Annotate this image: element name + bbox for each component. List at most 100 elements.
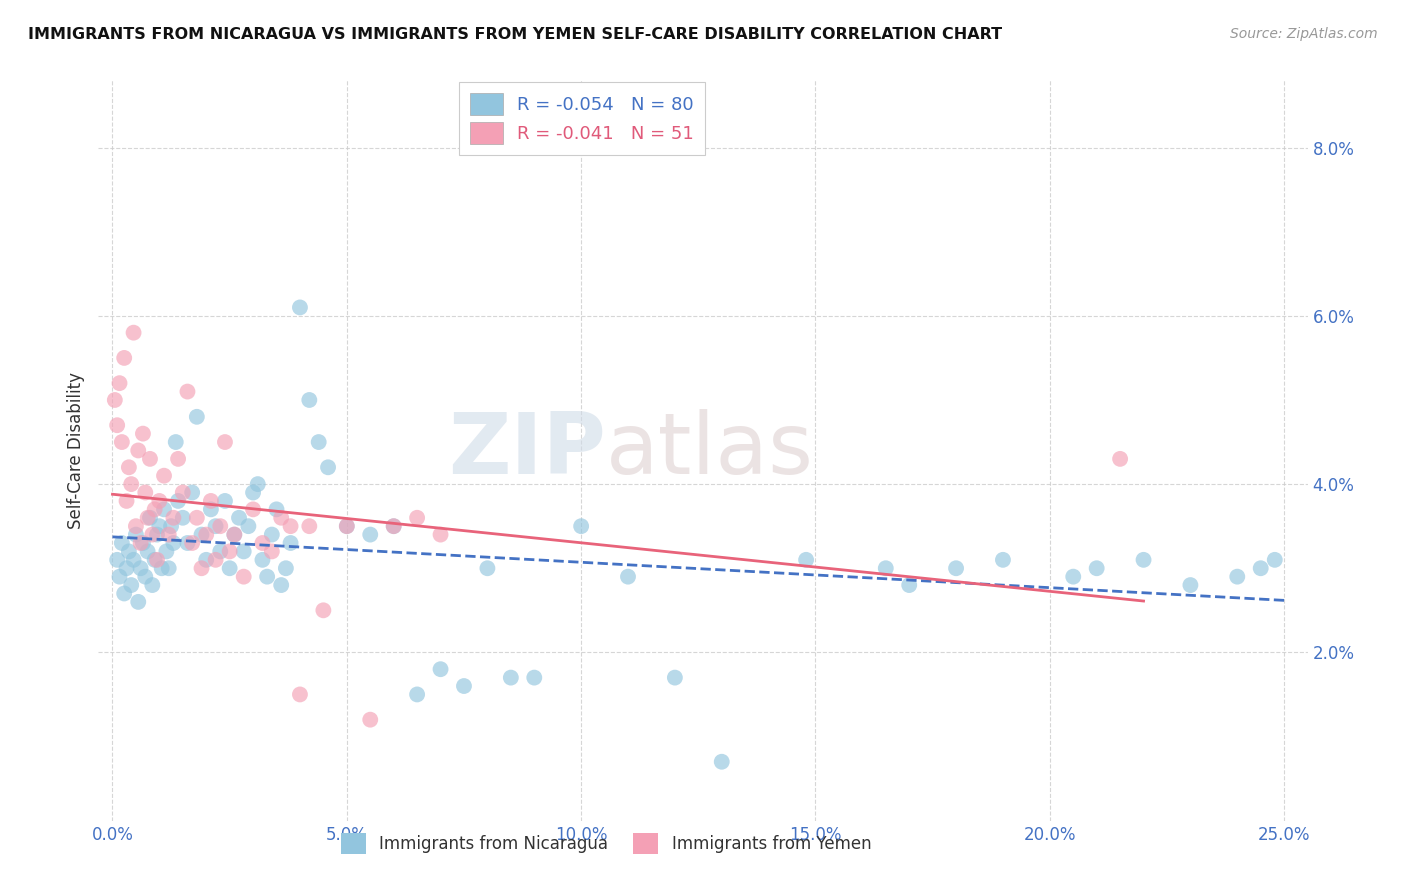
Point (155, 544, 177, 558)
Point (115, 561, 138, 575)
Point (794, 553, 817, 567)
Point (1062, 569, 1084, 583)
Point (875, 561, 897, 575)
Point (382, 519, 405, 533)
Point (143, 502, 166, 516)
Point (260, 544, 283, 558)
Point (204, 519, 226, 533)
Point (167, 494, 190, 508)
Point (134, 569, 156, 583)
Point (136, 544, 159, 558)
Point (246, 477, 269, 491)
Point (115, 494, 138, 508)
Point (288, 301, 311, 315)
Point (125, 519, 148, 533)
Point (406, 688, 429, 702)
Point (308, 435, 330, 450)
Point (146, 553, 169, 567)
Text: IMMIGRANTS FROM NICARAGUA VS IMMIGRANTS FROM YEMEN SELF-CARE DISABILITY CORRELAT: IMMIGRANTS FROM NICARAGUA VS IMMIGRANTS … (28, 27, 1002, 42)
Point (312, 603, 335, 617)
Point (153, 468, 176, 483)
Text: atlas: atlas (606, 409, 814, 492)
Point (195, 527, 218, 541)
Point (122, 326, 145, 340)
Point (232, 569, 254, 583)
Point (190, 527, 212, 541)
Point (105, 418, 128, 433)
Point (132, 426, 155, 441)
Point (165, 435, 187, 450)
Point (1085, 561, 1108, 575)
Point (252, 536, 274, 550)
Point (181, 536, 204, 550)
Point (1250, 561, 1272, 575)
Point (186, 409, 208, 424)
Point (162, 510, 184, 524)
Point (991, 553, 1014, 567)
Point (108, 376, 131, 391)
Point (139, 510, 162, 524)
Y-axis label: Self-Care Disability: Self-Care Disability (66, 372, 84, 529)
Point (270, 578, 292, 592)
Point (477, 561, 499, 575)
Point (157, 527, 180, 541)
Text: Source: ZipAtlas.com: Source: ZipAtlas.com (1230, 27, 1378, 41)
Point (280, 519, 302, 533)
Point (270, 510, 292, 524)
Point (190, 561, 212, 575)
Point (162, 536, 184, 550)
Point (153, 502, 176, 516)
Point (111, 435, 134, 450)
Point (200, 494, 222, 508)
Point (710, 755, 733, 769)
Point (382, 519, 405, 533)
Point (129, 561, 152, 575)
Point (298, 392, 321, 407)
Point (172, 485, 194, 500)
Point (359, 713, 381, 727)
Point (120, 578, 142, 592)
Point (129, 536, 152, 550)
Point (108, 569, 131, 583)
Point (134, 485, 156, 500)
Point (125, 527, 148, 541)
Point (224, 527, 246, 541)
Point (209, 519, 232, 533)
Point (127, 595, 149, 609)
Point (148, 494, 170, 508)
Point (181, 485, 204, 500)
Point (127, 443, 149, 458)
Point (232, 544, 254, 558)
Point (1226, 569, 1249, 583)
Point (499, 671, 522, 685)
Point (664, 671, 686, 685)
Point (200, 502, 222, 516)
Point (111, 536, 134, 550)
Point (112, 351, 135, 365)
Point (176, 536, 198, 550)
Point (406, 510, 429, 524)
Point (214, 435, 236, 450)
Point (429, 662, 451, 676)
Point (176, 384, 198, 399)
Point (453, 679, 475, 693)
Point (266, 502, 288, 516)
Point (209, 544, 232, 558)
Point (146, 527, 169, 541)
Point (429, 527, 451, 541)
Point (569, 519, 592, 533)
Point (280, 536, 302, 550)
Point (195, 553, 218, 567)
Point (336, 519, 359, 533)
Point (617, 569, 640, 583)
Text: ZIP: ZIP (449, 409, 606, 492)
Point (316, 460, 339, 475)
Point (252, 553, 274, 567)
Point (157, 561, 180, 575)
Point (228, 510, 250, 524)
Point (256, 569, 278, 583)
Point (298, 519, 321, 533)
Point (288, 688, 311, 702)
Legend: Immigrants from Nicaragua, Immigrants from Yemen: Immigrants from Nicaragua, Immigrants fr… (335, 827, 879, 861)
Point (186, 510, 208, 524)
